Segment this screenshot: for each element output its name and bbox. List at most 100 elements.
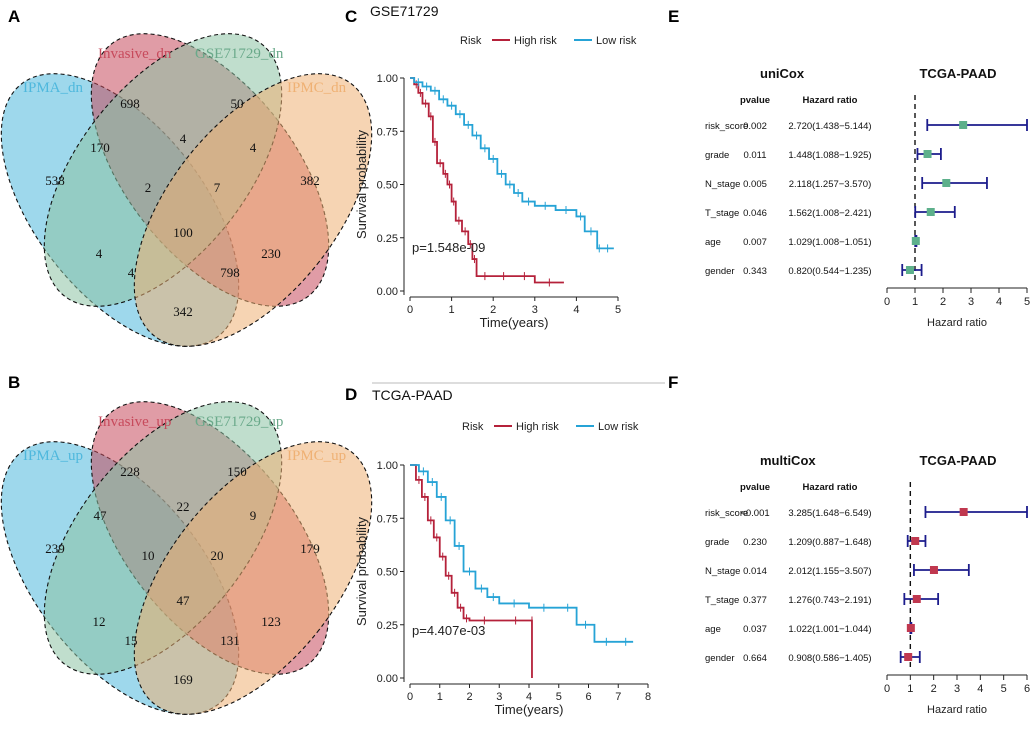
hazard-ratio-point (926, 208, 935, 216)
x-tick-label: 2 (940, 296, 946, 308)
chart-title: GSE71729 (370, 3, 439, 19)
row-hazard-ratio: 1.276(0.743−2.191) (788, 595, 871, 606)
venn-region-count: 4 (180, 131, 187, 146)
x-tick-label: 5 (1001, 683, 1007, 695)
p-value: p=1.548e-09 (412, 240, 485, 255)
row-pvalue: 0.377 (743, 595, 767, 606)
legend-label: Low risk (598, 421, 639, 433)
x-tick-label: 6 (585, 691, 591, 703)
row-pvalue: 0.014 (743, 566, 767, 577)
km-plot-gse71729: GSE71729 Risk High risk Low risk 0.00 0.25 0.5… (354, 3, 637, 330)
table-title: uniCox (760, 66, 805, 81)
venn-region-count: 131 (220, 633, 240, 648)
x-tick-label: 4 (573, 304, 579, 316)
venn-region-count: 239 (45, 541, 65, 556)
row-pvalue: 0.230 (743, 537, 767, 548)
x-tick-label: 3 (496, 691, 502, 703)
venn-region-count: 2 (145, 180, 152, 195)
row-label: grade (705, 537, 729, 548)
venn-region-count: 12 (93, 614, 106, 629)
row-hazard-ratio: 0.820(0.544−1.235) (788, 266, 871, 277)
column-header-hazard-ratio: Hazard ratio (803, 95, 858, 106)
x-tick-label: 4 (996, 296, 1002, 308)
column-header-hazard-ratio: Hazard ratio (803, 482, 858, 493)
x-tick-label: 3 (954, 683, 960, 695)
row-pvalue: 0.007 (743, 237, 767, 248)
venn-region-count: 7 (214, 180, 221, 195)
row-pvalue: <0.001 (740, 508, 769, 519)
venn-region-count: 169 (173, 672, 193, 687)
venn-diagram-down: IPMA_dn Invasive_dn GSE71729_dn IPMC_dn 538 6… (0, 33, 373, 347)
hazard-ratio-point (904, 653, 913, 661)
row-label: risk_score (705, 508, 748, 519)
hazard-ratio-point (959, 508, 968, 516)
column-header-pvalue: pvalue (740, 482, 770, 493)
row-pvalue: 0.343 (743, 266, 767, 277)
panel-label-e: E (668, 7, 679, 26)
row-hazard-ratio: 1.562(1.008−2.421) (788, 208, 871, 219)
row-hazard-ratio: 2.118(1.257−3.570) (789, 179, 872, 190)
legend-label: High risk (516, 421, 559, 433)
x-axis-label: Hazard ratio (927, 704, 987, 716)
row-label: T_stage (705, 595, 739, 606)
row-label: N_stage (705, 179, 740, 190)
venn-diagram-up: IPMA_up Invasive_up GSE71729_up IPMC_up 239 2… (0, 401, 373, 715)
venn-region-count: 342 (173, 304, 193, 319)
row-hazard-ratio: 1.029(1.008−1.051) (788, 237, 871, 248)
hazard-ratio-point (929, 566, 938, 574)
y-tick-label: 0.25 (377, 620, 398, 632)
x-tick-label: 0 (884, 683, 890, 695)
hazard-ratio-point (923, 150, 932, 158)
x-axis-label: Hazard ratio (927, 317, 987, 329)
row-label: age (705, 237, 721, 248)
row-label: N_stage (705, 566, 740, 577)
x-tick-label: 6 (1024, 683, 1030, 695)
y-tick-label: 0.75 (377, 126, 398, 138)
x-tick-label: 8 (645, 691, 651, 703)
hazard-ratio-point (905, 266, 914, 274)
venn-region-count: 22 (177, 499, 190, 514)
y-tick-label: 1.00 (377, 73, 398, 85)
y-tick-label: 0.75 (377, 513, 398, 525)
chart-title: TCGA-PAAD (372, 387, 453, 403)
hazard-ratio-point (912, 595, 921, 603)
survival-curve (410, 464, 533, 678)
row-label: grade (705, 150, 729, 161)
x-tick-label: 5 (1024, 296, 1030, 308)
row-label: gender (705, 653, 735, 664)
venn-region-count: 179 (300, 541, 320, 556)
legend-label: Low risk (596, 35, 637, 47)
venn-region-count: 9 (250, 508, 257, 523)
panel-label-a: A (8, 7, 20, 26)
venn-region-count: 4 (128, 265, 135, 280)
survival-curve (410, 464, 634, 643)
hazard-ratio-point (911, 237, 920, 245)
hazard-ratio-point (959, 121, 968, 129)
y-axis-label: Survival probability (354, 129, 369, 239)
venn-region-count: 228 (120, 464, 140, 479)
x-tick-label: 1 (437, 691, 443, 703)
forest-plot-unicox: uniCox TCGA-PAAD pvalue Hazard ratio risk_sc… (705, 66, 1030, 329)
x-tick-label: 5 (556, 691, 562, 703)
venn-region-count: 50 (231, 96, 244, 111)
venn-set-label: IPMA_up (23, 448, 83, 464)
panel-label-f: F (668, 373, 678, 392)
hazard-ratio-point (911, 537, 920, 545)
x-tick-label: 4 (977, 683, 983, 695)
column-header-pvalue: pvalue (740, 95, 770, 106)
venn-region-count: 4 (250, 140, 257, 155)
row-hazard-ratio: 0.908(0.586−1.405) (788, 653, 871, 664)
row-hazard-ratio: 1.209(0.887−1.648) (788, 537, 871, 548)
venn-region-count: 538 (45, 173, 65, 188)
x-tick-label: 2 (466, 691, 472, 703)
venn-set-label: Invasive_up (98, 414, 171, 430)
venn-set-label: IPMC_up (287, 448, 346, 464)
row-pvalue: 0.002 (743, 121, 767, 132)
venn-region-count: 230 (261, 246, 281, 261)
venn-set-label: Invasive_dn (98, 46, 172, 62)
venn-set-label: GSE71729_dn (195, 46, 284, 62)
table-title: multiCox (760, 453, 816, 468)
venn-region-count: 47 (94, 508, 108, 523)
hazard-ratio-point (942, 179, 951, 187)
legend-title: Risk (462, 421, 484, 433)
